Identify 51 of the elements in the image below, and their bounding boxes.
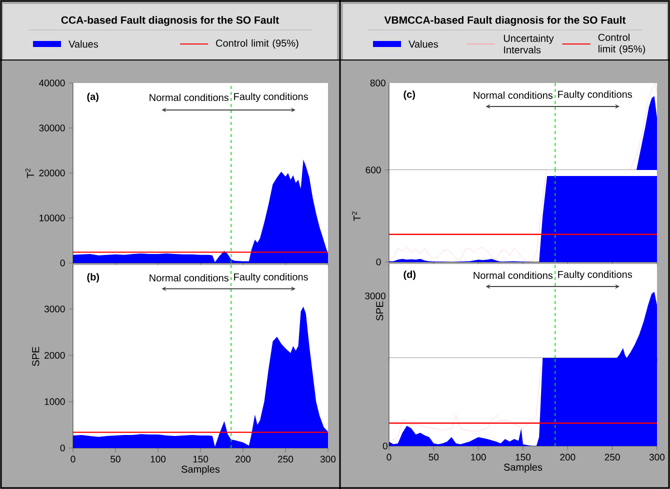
annotation: (c) — [404, 90, 415, 100]
legend-label: Values — [68, 40, 98, 48]
x-tick-label: 0 — [386, 454, 392, 461]
x-tick-label: 300 — [649, 454, 665, 461]
y-tick-label: 30000 — [39, 124, 65, 132]
x-tick-label: 50 — [110, 456, 120, 463]
annotation: Faulty conditions — [234, 92, 308, 102]
x-axis-title: Samples — [182, 465, 220, 475]
y-tick-label: 3000 — [44, 306, 65, 312]
y-tick-label: 0 — [60, 444, 65, 452]
y-tick-label: 600 — [366, 166, 381, 174]
chart-title: VBMCCA-based Fault diagnosis for the SO Fault — [384, 16, 626, 26]
x-tick-label: 150 — [193, 456, 208, 463]
y-tick-label: 40000 — [39, 80, 65, 86]
text: (d) — [404, 270, 416, 280]
x-tick-label: 50 — [428, 454, 439, 461]
x-axis-title: Samples — [504, 463, 542, 473]
x-tick-label: 100 — [471, 454, 486, 461]
y-axis-title: T$^{2}$ — [352, 212, 360, 222]
x-tick-label: 300 — [320, 456, 336, 463]
x-tick-label: 0 — [70, 456, 76, 463]
y-axis-title: T$^{2}$ — [25, 168, 34, 178]
text: Faulty conditions — [558, 270, 632, 280]
y-tick-label: 20000 — [39, 170, 65, 176]
x-tick-label: 200 — [236, 456, 251, 463]
annotation: Faulty conditions — [234, 273, 308, 282]
annotation: Normal conditions — [474, 92, 553, 99]
y-axis-title: SPE — [32, 346, 40, 366]
y-axis-title: SPE — [376, 301, 384, 321]
y-tick-label: 10000 — [40, 214, 65, 222]
x-tick-label: 150 — [516, 454, 531, 461]
chart-title: CCA-based Fault diagnosis for the SO Fault — [61, 16, 279, 26]
x-tick-label: 250 — [604, 454, 620, 461]
y-tick-label: 2000 — [44, 352, 65, 359]
annotation: Normal conditions — [150, 94, 229, 102]
y-tick-label: 1000 — [44, 398, 65, 406]
text: Normal conditions — [474, 272, 553, 279]
text: 800 — [370, 80, 386, 86]
legend-label: Values — [408, 40, 438, 48]
x-tick-label: 100 — [150, 456, 166, 463]
x-tick-label: 200 — [560, 454, 576, 461]
legend-label: Uncertainty Intervals — [504, 34, 554, 54]
x-tick-label: 250 — [278, 456, 294, 463]
annotation: 0 — [382, 442, 388, 450]
annotation: Faulty conditions — [558, 90, 632, 100]
annotation: (b) — [87, 273, 100, 282]
y-tick-label: 0 — [60, 260, 65, 266]
legend-label: Control limit (95%) — [598, 34, 646, 54]
annotation: Normal conditions — [150, 274, 229, 282]
annotation: (a) — [87, 92, 98, 102]
legend-label: Control limit (95%) — [216, 39, 298, 49]
